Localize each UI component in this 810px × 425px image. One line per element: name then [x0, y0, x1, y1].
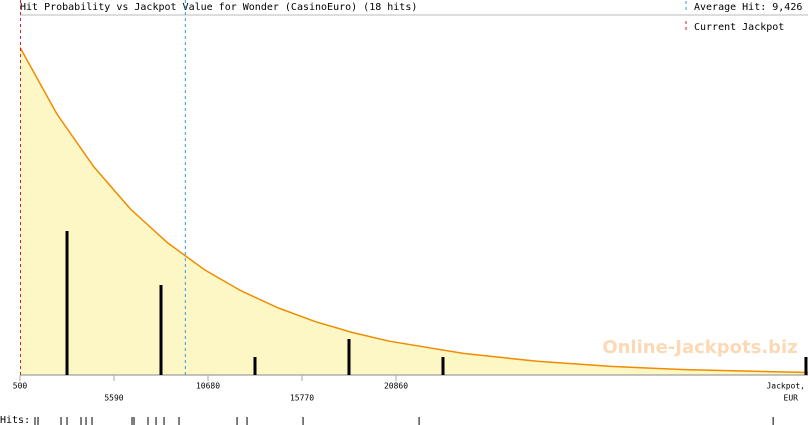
- hit-bar: [347, 339, 351, 375]
- hit-bar: [159, 285, 163, 375]
- watermark: Online-Jackpots.biz: [602, 337, 797, 358]
- x-tick-label: 10680: [196, 382, 220, 391]
- hit-bar: [441, 357, 445, 375]
- x-tick-label: 20860: [384, 382, 408, 391]
- legend-label: Average Hit: 9,426: [694, 2, 802, 13]
- x-axis-label: Jackpot,: [766, 382, 805, 391]
- hit-bar: [253, 357, 257, 375]
- area-fill: [20, 47, 808, 376]
- legend-label: Current Jackpot: [694, 22, 784, 33]
- hit-bar: [804, 357, 808, 375]
- x-tick-label: 5590: [104, 394, 123, 403]
- probability-curve: [19, 47, 809, 374]
- chart-title: Hit Probability vs Jackpot Value for Won…: [20, 2, 417, 13]
- hit-bar: [65, 231, 69, 375]
- x-axis-unit: EUR: [784, 394, 799, 403]
- hits-label: Hits:: [0, 415, 30, 425]
- x-tick-label: 500: [13, 382, 28, 391]
- x-tick-label: 15770: [290, 394, 314, 403]
